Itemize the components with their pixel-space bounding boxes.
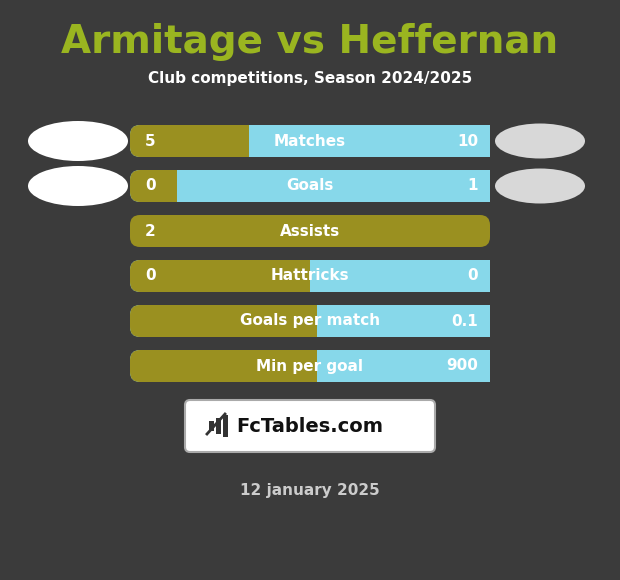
Text: FcTables.com: FcTables.com [236, 416, 384, 436]
Text: 0.1: 0.1 [451, 314, 478, 328]
Bar [177, 170, 490, 202]
Bar [216, 418, 221, 434]
Ellipse shape [495, 169, 585, 204]
FancyBboxPatch shape [130, 125, 490, 157]
Bar [317, 350, 490, 382]
Bar [249, 125, 490, 157]
FancyBboxPatch shape [130, 305, 490, 337]
Text: 0: 0 [145, 179, 156, 194]
FancyBboxPatch shape [185, 400, 435, 452]
Text: 1: 1 [467, 179, 478, 194]
FancyBboxPatch shape [130, 260, 490, 292]
Text: 900: 900 [446, 358, 478, 374]
Text: Goals per match: Goals per match [240, 314, 380, 328]
FancyBboxPatch shape [130, 170, 490, 202]
Bar [209, 421, 214, 431]
FancyBboxPatch shape [130, 350, 490, 382]
Bar [317, 305, 490, 337]
FancyBboxPatch shape [130, 260, 490, 292]
Ellipse shape [28, 121, 128, 161]
Text: Club competitions, Season 2024/2025: Club competitions, Season 2024/2025 [148, 71, 472, 85]
Text: 0: 0 [145, 269, 156, 284]
FancyBboxPatch shape [130, 305, 490, 337]
Text: Min per goal: Min per goal [257, 358, 363, 374]
Text: Matches: Matches [274, 133, 346, 148]
Text: 5: 5 [145, 133, 156, 148]
Text: 0: 0 [467, 269, 478, 284]
FancyBboxPatch shape [130, 125, 490, 157]
FancyBboxPatch shape [130, 215, 490, 247]
Text: Goals: Goals [286, 179, 334, 194]
FancyBboxPatch shape [130, 170, 490, 202]
Bar [223, 415, 228, 437]
Text: 12 january 2025: 12 january 2025 [240, 483, 380, 498]
Text: Assists: Assists [280, 223, 340, 238]
Ellipse shape [495, 124, 585, 158]
Text: Hattricks: Hattricks [271, 269, 349, 284]
Text: Armitage vs Heffernan: Armitage vs Heffernan [61, 23, 559, 61]
Bar [310, 260, 490, 292]
FancyBboxPatch shape [130, 350, 490, 382]
Text: 10: 10 [457, 133, 478, 148]
Ellipse shape [28, 166, 128, 206]
Text: 2: 2 [145, 223, 156, 238]
